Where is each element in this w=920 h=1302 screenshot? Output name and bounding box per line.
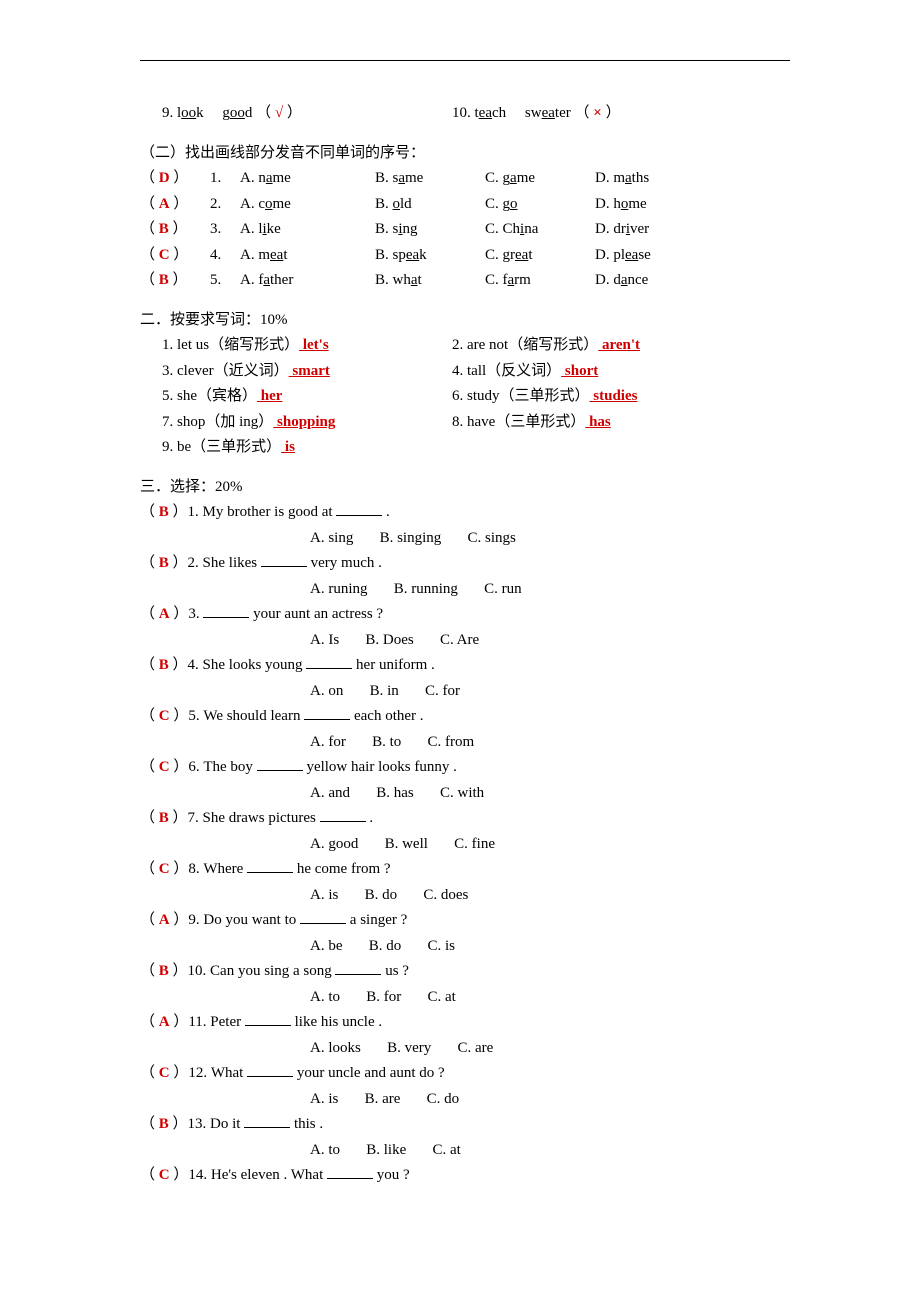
top-tf-row: 9. look good （ √ ） 10. teach sweater （ ×… (140, 101, 790, 127)
q10-w2: sweater (525, 105, 571, 121)
q10-num: 10. (452, 105, 471, 121)
sec2-row: 5. she（宾格） her 6. study（三单形式） studies (162, 384, 790, 410)
sec2-row: 3. clever（近义词） smart 4. tall（反义词） short (162, 359, 790, 385)
sec2-row: 9. be（三单形式） is (162, 435, 790, 461)
sec1b-row: （ A ）2.A. comeB. oldC. goD. home (140, 192, 790, 218)
sec3-question: （ B ）2. She likes very much . (140, 551, 790, 577)
q10-mark: × (593, 105, 602, 121)
sec1b-row: （ B ）3.A. likeB. singC. ChinaD. driver (140, 217, 790, 243)
sec3-options: A. Is B. Does C. Are (140, 628, 790, 654)
q10-paren: （ × ） (575, 105, 621, 121)
sec3-question: （ A ）11. Peter like his uncle . (140, 1010, 790, 1036)
sec3-options: A. runing B. running C. run (140, 577, 790, 603)
q9-mark: √ (275, 105, 283, 121)
sec2-title: 二．按要求写词：10% (140, 308, 790, 334)
sec3-options: A. good B. well C. fine (140, 832, 790, 858)
sec3-question: （ A ）9. Do you want to a singer ? (140, 908, 790, 934)
sec1b-row: （ D ）1.A. nameB. sameC. gameD. maths (140, 166, 790, 192)
sec1b-row: （ C ）4.A. meatB. speakC. greatD. please (140, 243, 790, 269)
sec1b-row: （ B ）5.A. fatherB. whatC. farmD. dance (140, 268, 790, 294)
q9-paren: （ √ ） (256, 105, 302, 121)
q9-w2: good (222, 105, 252, 121)
sec3-options: A. to B. for C. at (140, 985, 790, 1011)
sec2-row: 7. shop（加 ing） shopping 8. have（三单形式） ha… (162, 410, 790, 436)
sec3-options: A. is B. do C. does (140, 883, 790, 909)
sec3-options: A. to B. like C. at (140, 1138, 790, 1164)
sec3-question: （ B ）1. My brother is good at . (140, 500, 790, 526)
sec3-question: （ C ）14. He's eleven . What you ? (140, 1163, 790, 1189)
sec3-options: A. sing B. singing C. sings (140, 526, 790, 552)
sec3-question: （ B ）4. She looks young her uniform . (140, 653, 790, 679)
sec3-question: （ A ）3. your aunt an actress ? (140, 602, 790, 628)
q9-num: 9. (162, 105, 173, 121)
sec3-options: A. for B. to C. from (140, 730, 790, 756)
sec3-options: A. on B. in C. for (140, 679, 790, 705)
sec3-options: A. is B. are C. do (140, 1087, 790, 1113)
sec3-question: （ C ）8. Where he come from ? (140, 857, 790, 883)
sec3-question: （ B ）7. She draws pictures . (140, 806, 790, 832)
q10-w1: teach (475, 105, 507, 121)
sec3-options: A. and B. has C. with (140, 781, 790, 807)
sec3-options: A. looks B. very C. are (140, 1036, 790, 1062)
sec1b-title: （二）找出画线部分发音不同单词的序号： (140, 141, 790, 167)
sec3-question: （ B ）13. Do it this . (140, 1112, 790, 1138)
sec3-question: （ B ）10. Can you sing a song us ? (140, 959, 790, 985)
sec3-options: A. be B. do C. is (140, 934, 790, 960)
top-divider (140, 60, 790, 61)
sec2-row: 1. let us（缩写形式） let's 2. are not（缩写形式） a… (162, 333, 790, 359)
sec3-title: 三．选择：20% (140, 475, 790, 501)
sec3-question: （ C ）5. We should learn each other . (140, 704, 790, 730)
sec3-question: （ C ）6. The boy yellow hair looks funny … (140, 755, 790, 781)
q9-w1: look (177, 105, 204, 121)
sec3-question: （ C ）12. What your uncle and aunt do ? (140, 1061, 790, 1087)
